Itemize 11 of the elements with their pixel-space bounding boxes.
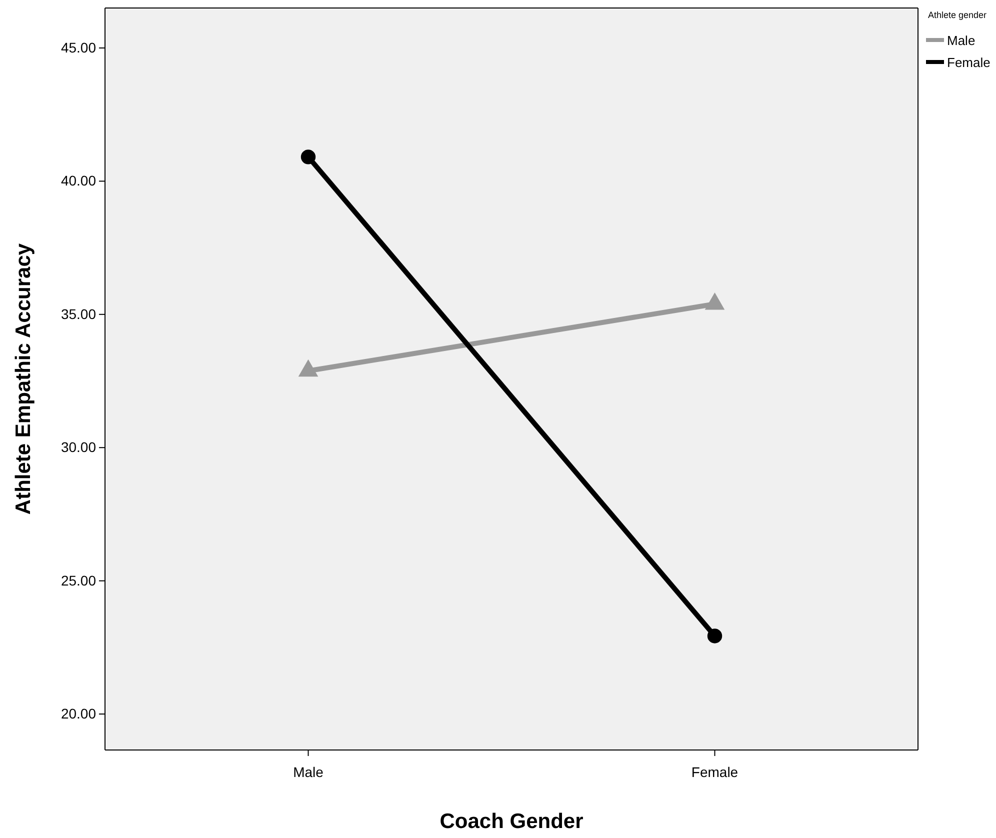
y-tick-label: 25.00	[60, 572, 96, 588]
y-tick-label: 30.00	[60, 439, 96, 456]
legend-label: Male	[947, 33, 976, 48]
x-axis-title: Coach Gender	[440, 810, 584, 833]
y-tick-label: 40.00	[60, 172, 96, 189]
y-tick-label: 45.00	[60, 39, 96, 56]
y-axis-title: Athlete Empathic Accuracy	[12, 243, 35, 515]
y-tick-label: 35.00	[60, 306, 96, 322]
legend-label: Female	[947, 55, 990, 70]
legend-title: Athlete gender	[928, 10, 987, 20]
y-tick-label: 20.00	[60, 706, 96, 722]
